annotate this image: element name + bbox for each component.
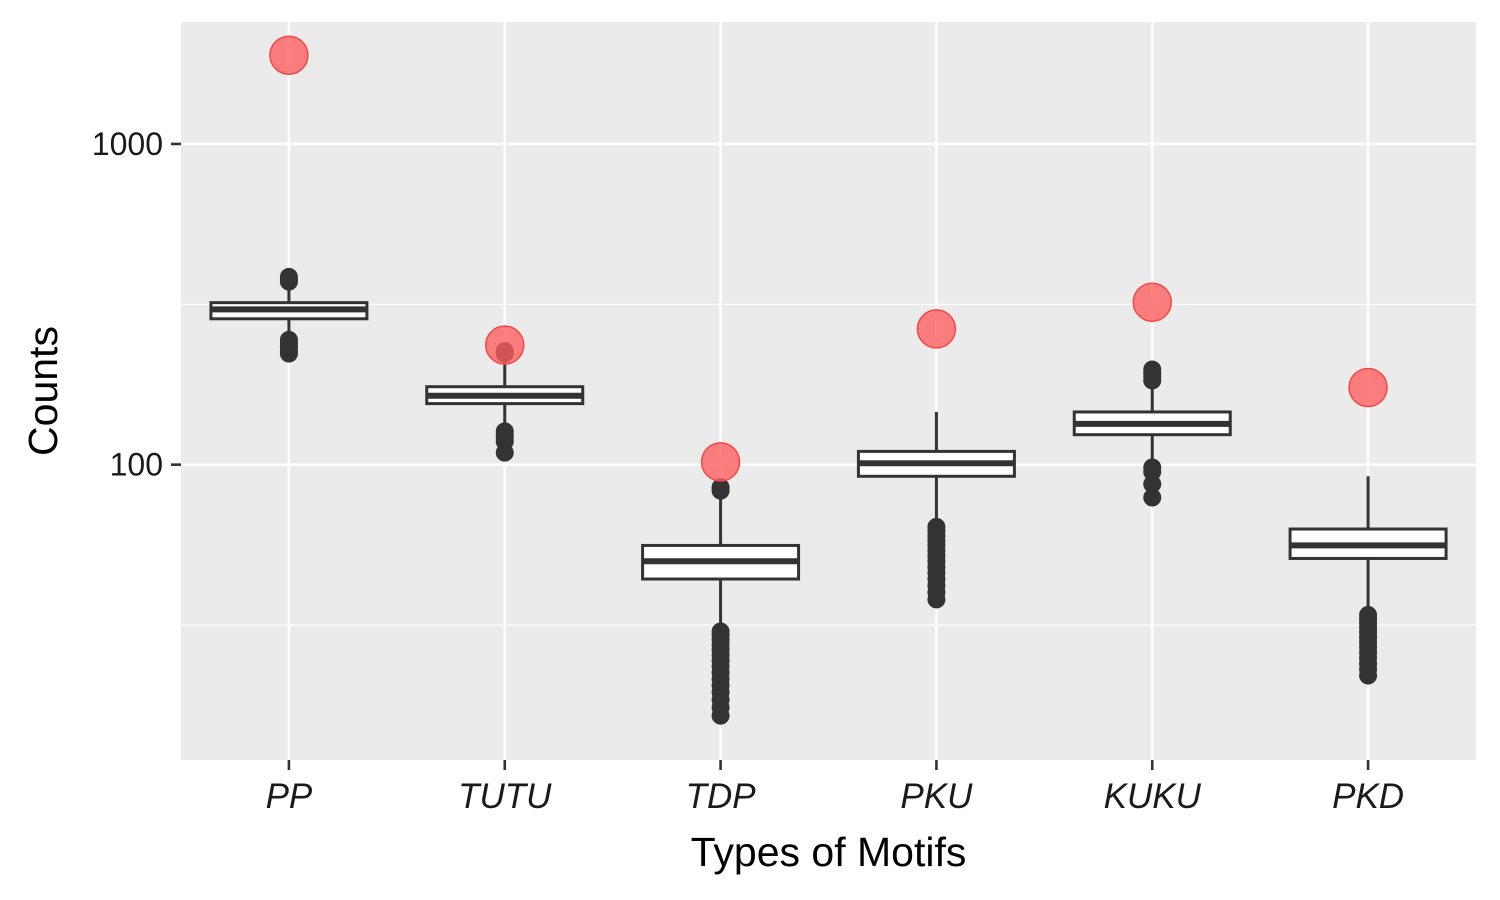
outlier-point — [711, 478, 730, 497]
outlier-point — [279, 330, 298, 349]
observed-point-pp — [269, 35, 309, 76]
outlier-point — [1143, 458, 1162, 477]
x-tick-label: KUKU — [1104, 777, 1202, 816]
box-pku — [856, 411, 1016, 609]
observed-point-pku — [916, 309, 957, 349]
x-tick-label: PKD — [1332, 777, 1404, 816]
x-tick-label: TUTU — [458, 777, 552, 816]
outlier-point — [927, 517, 946, 536]
y-tick-label: 100 — [110, 447, 163, 483]
x-tick-label: PP — [266, 777, 313, 816]
outlier-point — [1143, 488, 1162, 507]
x-tick-label: PKU — [900, 777, 973, 816]
observed-point-tdp — [700, 442, 741, 482]
boxes — [209, 267, 1448, 725]
outlier-point — [1359, 605, 1378, 624]
observed-point-pkd — [1348, 367, 1388, 408]
box-pp — [209, 267, 369, 363]
observed-points — [269, 35, 1388, 482]
y-axis-title: Counts — [20, 326, 66, 456]
outlier-point — [1143, 360, 1162, 379]
outlier-point — [279, 267, 298, 286]
x-axis-title: Types of Motifs — [691, 829, 967, 875]
box-tdp — [641, 478, 801, 725]
outlier-point — [711, 622, 730, 641]
x-tick-label: TDP — [686, 777, 757, 816]
box-kuku — [1072, 360, 1232, 507]
y-tick-label: 1000 — [92, 126, 163, 162]
plot-panel — [181, 22, 1476, 760]
outlier-point — [495, 422, 514, 441]
axes: 100 1000 PP TUTU TDP PKU KUKU PKD — [92, 126, 1404, 816]
observed-point-kuku — [1132, 282, 1172, 322]
observed-point-tutu — [485, 325, 525, 365]
box-pkd — [1288, 476, 1448, 685]
